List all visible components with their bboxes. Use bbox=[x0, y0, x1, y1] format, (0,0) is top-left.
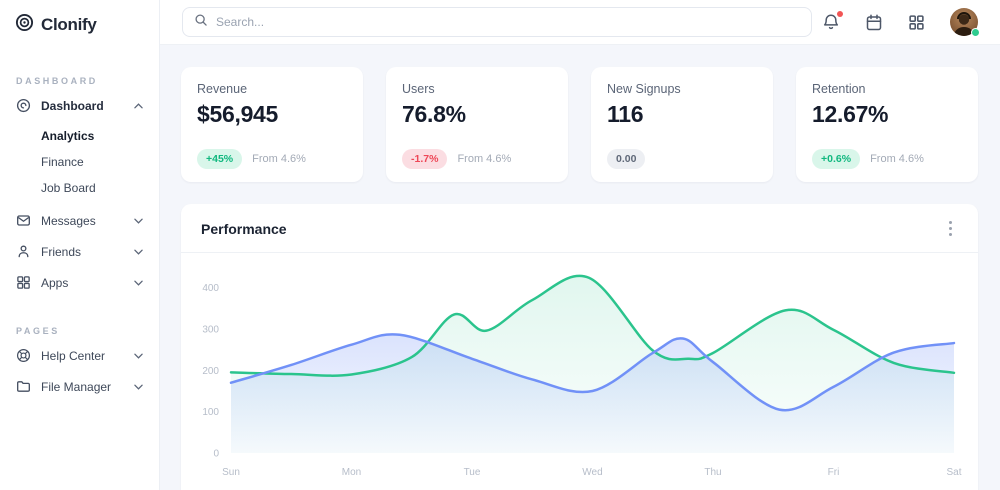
dashboard-icon bbox=[16, 98, 31, 113]
sidebar-item-label: Apps bbox=[41, 275, 69, 290]
stat-cards: Revenue $56,945 +45% From 4.6% Users 76.… bbox=[181, 67, 978, 182]
user-avatar[interactable] bbox=[950, 8, 980, 37]
stat-value: 116 bbox=[607, 101, 644, 127]
notification-dot bbox=[837, 10, 843, 17]
svg-text:Mon: Mon bbox=[342, 467, 361, 478]
performance-card: Performance 0 100 200 300 400 Sun Mon Tue Wed Thu… bbox=[181, 204, 978, 490]
stat-card-revenue: Revenue $56,945 +45% From 4.6% bbox=[181, 67, 363, 182]
apps-grid-icon bbox=[909, 14, 924, 30]
sidebar-section-pages: PAGES bbox=[16, 326, 60, 336]
dashboard-submenu: Analytics Finance Job Board bbox=[0, 121, 159, 205]
person-icon bbox=[16, 244, 31, 259]
sidebar-item-label: Dashboard bbox=[41, 98, 104, 113]
stat-value: $56,945 bbox=[197, 101, 279, 127]
chevron-down-icon bbox=[134, 280, 143, 286]
online-status-dot bbox=[971, 28, 980, 37]
sidebar-nav: Dashboard Analytics Finance Job Board Me… bbox=[0, 90, 159, 402]
stat-title: Retention bbox=[812, 82, 866, 96]
sidebar: Clonify DASHBOARD Dashboard Analytics Fi… bbox=[0, 0, 160, 490]
stat-note: From 4.6% bbox=[252, 153, 306, 165]
folder-icon bbox=[16, 379, 31, 394]
chevron-down-icon bbox=[134, 249, 143, 255]
search-icon bbox=[194, 13, 208, 32]
chart-title: Performance bbox=[201, 220, 287, 237]
chevron-down-icon bbox=[134, 353, 143, 359]
sidebar-item-messages[interactable]: Messages bbox=[0, 205, 159, 236]
svg-text:Fri: Fri bbox=[828, 467, 840, 478]
chevron-down-icon bbox=[134, 384, 143, 390]
performance-chart: 0 100 200 300 400 Sun Mon Tue Wed Thu Fri Sat bbox=[202, 274, 962, 478]
stat-card-new-signups: New Signups 116 0.00 bbox=[591, 67, 773, 182]
topbar bbox=[160, 0, 1000, 45]
trend-badge: 0.00 bbox=[607, 149, 646, 169]
trend-badge: +45% bbox=[197, 149, 243, 169]
topbar-actions bbox=[822, 8, 980, 37]
stat-title: Users bbox=[402, 82, 435, 96]
kebab-icon bbox=[949, 221, 952, 224]
sidebar-item-label: Friends bbox=[41, 244, 82, 259]
stat-title: Revenue bbox=[197, 82, 248, 96]
svg-text:Thu: Thu bbox=[704, 467, 721, 478]
stat-note: From 4.6% bbox=[457, 153, 512, 165]
svg-text:Tue: Tue bbox=[464, 467, 481, 478]
sidebar-item-file-manager[interactable]: File Manager bbox=[0, 371, 159, 402]
apps-launcher-button[interactable] bbox=[908, 14, 925, 31]
search-input[interactable] bbox=[216, 15, 800, 29]
notifications-button[interactable] bbox=[822, 10, 843, 32]
calendar-button[interactable] bbox=[865, 13, 883, 32]
sidebar-item-apps[interactable]: Apps bbox=[0, 267, 159, 298]
sidebar-item-label: File Manager bbox=[41, 379, 112, 394]
search-box[interactable] bbox=[182, 7, 812, 37]
sidebar-item-dashboard[interactable]: Dashboard bbox=[0, 90, 159, 121]
calendar-icon bbox=[866, 13, 882, 30]
stat-card-retention: Retention 12.67% +0.6% From 4.6% bbox=[796, 67, 978, 182]
svg-text:300: 300 bbox=[202, 325, 219, 336]
sidebar-item-help-center[interactable]: Help Center bbox=[0, 340, 159, 371]
more-options-button[interactable] bbox=[943, 217, 958, 240]
trend-badge: +0.6% bbox=[812, 149, 861, 169]
trend-badge: -1.7% bbox=[402, 149, 448, 169]
sidebar-item-label: Messages bbox=[41, 213, 96, 228]
chevron-down-icon bbox=[134, 218, 143, 224]
sidebar-subitem-job-board[interactable]: Job Board bbox=[41, 181, 96, 195]
grid-icon bbox=[16, 275, 31, 290]
stat-note: From 4.6% bbox=[870, 153, 924, 165]
sidebar-item-label: Help Center bbox=[41, 348, 106, 363]
logo[interactable]: Clonify bbox=[0, 13, 159, 37]
sidebar-section-dashboard: DASHBOARD bbox=[16, 76, 98, 86]
stat-value: 12.67% bbox=[812, 101, 889, 127]
lifebuoy-icon bbox=[16, 348, 31, 363]
svg-text:100: 100 bbox=[202, 407, 219, 418]
svg-text:Sat: Sat bbox=[946, 467, 961, 478]
svg-text:400: 400 bbox=[202, 283, 219, 294]
sidebar-subitem-finance[interactable]: Finance bbox=[41, 155, 84, 169]
main-content: Revenue $56,945 +45% From 4.6% Users 76.… bbox=[160, 45, 1000, 490]
bell-icon bbox=[823, 14, 839, 29]
stat-title: New Signups bbox=[607, 82, 681, 96]
stat-value: 76.8% bbox=[402, 101, 466, 127]
svg-text:200: 200 bbox=[202, 366, 219, 377]
app-title: Clonify bbox=[41, 15, 97, 34]
envelope-icon bbox=[16, 213, 31, 228]
svg-text:Sun: Sun bbox=[222, 467, 240, 478]
clonify-logo-icon bbox=[15, 13, 34, 37]
sidebar-subitem-analytics[interactable]: Analytics bbox=[41, 129, 95, 143]
svg-text:0: 0 bbox=[213, 449, 219, 460]
chevron-up-icon bbox=[134, 102, 143, 109]
svg-text:Wed: Wed bbox=[582, 467, 602, 478]
sidebar-item-friends[interactable]: Friends bbox=[0, 236, 159, 267]
stat-card-users: Users 76.8% -1.7% From 4.6% bbox=[386, 67, 568, 182]
